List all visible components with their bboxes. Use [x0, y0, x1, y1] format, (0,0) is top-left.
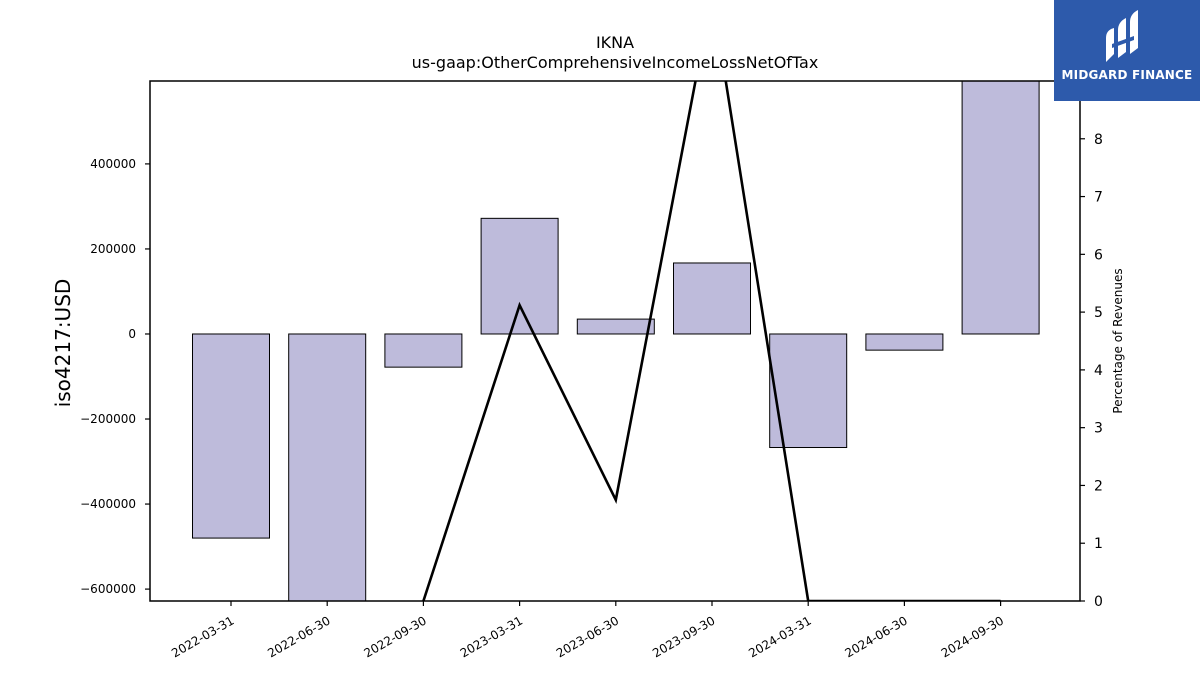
bar-2024-03-31 [769, 333, 848, 449]
y2-tick-label: 2 [1094, 478, 1103, 494]
x-tick-label: 2023-03-31 [458, 613, 525, 660]
x-tick-label: 2024-03-31 [746, 613, 813, 660]
y-axis-label: iso4217:USD [51, 279, 75, 408]
y2-tick-label: 1 [1094, 536, 1103, 552]
y-tick-label: 400000 [90, 157, 136, 171]
y2-axis-label: Percentage of Revenues [1111, 268, 1125, 413]
logo-mark-icon [1106, 10, 1138, 62]
y2-tick-label: 0 [1094, 594, 1103, 610]
bar-2024-09-30 [961, 80, 1040, 335]
y2-tick-label: 4 [1094, 363, 1103, 379]
x-tick-label: 2024-06-30 [842, 613, 909, 660]
x-tick-label: 2024-09-30 [939, 613, 1006, 660]
x-tick-label: 2023-06-30 [554, 613, 621, 660]
bars-layer [192, 80, 1040, 602]
x-tick-label: 2023-09-30 [650, 613, 717, 660]
bar-2024-06-30 [865, 333, 944, 351]
y2-tick-label: 7 [1094, 190, 1103, 206]
y2-tick-label: 6 [1094, 247, 1103, 263]
y-tick-label: 0 [128, 327, 136, 341]
brand-logo: MIDGARD FINANCE [1054, 0, 1200, 101]
bar-2022-09-30 [384, 333, 463, 368]
y-tick-label: −200000 [80, 412, 136, 426]
chart-title: IKNA [596, 33, 634, 52]
y-tick-label: −600000 [80, 582, 136, 596]
x-axis: 2022-03-31 2022-06-30 2022-09-30 2023-03-31… [169, 601, 1006, 660]
y2-tick-label: 3 [1094, 421, 1103, 437]
bar-2023-06-30 [576, 318, 655, 335]
logo-text: MIDGARD FINANCE [1061, 68, 1193, 82]
revenue-pct-line [422, 81, 1001, 601]
bar-2023-09-30 [673, 262, 751, 335]
x-tick-label: 2022-03-31 [169, 613, 236, 660]
bar-2023-03-31 [480, 217, 559, 335]
bar-2022-06-30 [288, 333, 367, 602]
y2-tick-label: 8 [1094, 132, 1103, 148]
x-tick-label: 2022-09-30 [361, 613, 428, 660]
bar-2022-03-31 [192, 333, 270, 539]
chart-subtitle: us-gaap:OtherComprehensiveIncomeLossNetO… [412, 53, 819, 72]
line-layer [422, 81, 1001, 601]
y-axis: −600000 −400000 −200000 0 200000 400000 [80, 157, 150, 596]
y-tick-label: −400000 [80, 497, 136, 511]
y2-tick-label: 5 [1094, 305, 1103, 321]
y2-axis: 0 1 2 3 4 5 6 7 8 [1080, 132, 1103, 610]
y-tick-label: 200000 [90, 242, 136, 256]
x-tick-label: 2022-06-30 [265, 613, 332, 660]
plot-frame [149, 80, 1081, 602]
